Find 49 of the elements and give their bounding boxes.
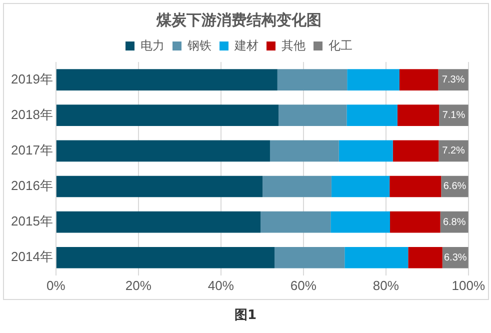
x-tick-label: 0% — [46, 278, 66, 293]
chart-title: 煤炭下游消费结构变化图 — [156, 11, 322, 30]
bar — [56, 140, 270, 162]
legend-label: 钢铁 — [186, 38, 212, 52]
bar — [56, 104, 279, 126]
bar — [408, 246, 442, 268]
data-label: 6.6% — [443, 181, 466, 192]
bar — [270, 140, 339, 162]
bar — [399, 69, 438, 90]
bar — [346, 104, 398, 126]
bar — [277, 69, 348, 90]
y-tick-label: 2014年 — [11, 249, 53, 264]
legend-label: 电力 — [140, 38, 164, 52]
x-tick-label: 100% — [452, 278, 486, 293]
y-tick-label: 2019年 — [11, 71, 53, 86]
data-label: 6.3% — [444, 252, 467, 264]
bar — [344, 246, 408, 268]
data-label: 7.1% — [442, 110, 466, 122]
bar — [330, 211, 390, 233]
bar — [338, 140, 393, 162]
bar — [274, 246, 345, 268]
x-tick-label: 20% — [125, 278, 152, 293]
bar — [347, 69, 400, 90]
bar — [278, 104, 347, 126]
y-tick-label: 2018年 — [11, 106, 53, 122]
data-label: 7.3% — [442, 74, 465, 86]
x-tick-label: 40% — [208, 278, 234, 293]
legend-label: 化工 — [328, 38, 352, 52]
data-label: 6.8% — [442, 216, 466, 228]
x-tick-label: 60% — [290, 278, 317, 293]
y-tick-label: 2017年 — [11, 142, 53, 158]
y-tick-label: 2015年 — [11, 214, 53, 229]
bar — [56, 211, 260, 233]
caption: 图1 — [233, 307, 258, 324]
x-tick-label: 80% — [372, 278, 400, 293]
legend-label: 建材 — [234, 38, 258, 52]
bar — [56, 246, 275, 268]
bar — [262, 176, 332, 198]
bar — [331, 176, 390, 198]
bar — [56, 176, 263, 198]
y-tick-label: 2016年 — [11, 178, 53, 194]
legend-label: 其他 — [282, 38, 306, 52]
bar — [56, 69, 278, 90]
data-label: 7.2% — [442, 146, 466, 157]
bar — [390, 211, 440, 233]
bar — [390, 176, 442, 198]
bar — [397, 104, 440, 126]
bar — [260, 211, 331, 233]
bar — [392, 140, 439, 162]
